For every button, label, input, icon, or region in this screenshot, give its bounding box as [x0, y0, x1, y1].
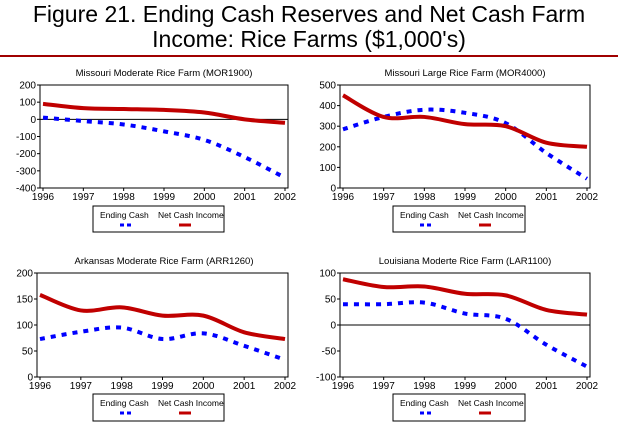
x-tick-label: 2001: [535, 381, 558, 392]
legend-label-ending-cash: Ending Cash: [400, 210, 449, 220]
x-tick-label: 2002: [576, 192, 599, 203]
y-tick-label: -200: [16, 149, 36, 160]
plot-area: [339, 84, 591, 189]
y-tick-label: 0: [30, 115, 36, 126]
x-tick-label: 2002: [576, 381, 599, 392]
x-tick-label: 1997: [70, 381, 93, 392]
chart-title: Missouri Large Rice Farm (MOR4000): [384, 68, 545, 79]
y-tick-label: 50: [325, 295, 337, 306]
x-tick-label: 1999: [153, 192, 176, 203]
legend-label-ending-cash: Ending Cash: [100, 398, 149, 408]
legend-box: [392, 205, 526, 233]
x-tick-label: 1997: [373, 381, 396, 392]
x-tick-label: 1997: [373, 192, 396, 203]
y-tick-label: 50: [22, 347, 34, 358]
legend-box: [92, 205, 225, 233]
y-tick-label: 400: [319, 101, 336, 112]
ending-cash-line: [42, 115, 286, 180]
x-tick-label: 2001: [535, 192, 558, 203]
y-tick-label: -100: [316, 373, 336, 384]
x-tick-label: 2000: [192, 381, 215, 392]
y-tick-label: 100: [16, 321, 33, 332]
x-tick-label: 2000: [495, 381, 518, 392]
x-tick-label: 1996: [32, 192, 55, 203]
x-tick-label: 2000: [193, 192, 216, 203]
legend: Ending Cash Net Cash Income: [92, 205, 225, 233]
chart-1: Missouri Moderate Rice Farm (MOR1900) -40…: [16, 68, 297, 233]
y-tick-label: 150: [16, 295, 33, 306]
x-tick-label: 2001: [234, 192, 257, 203]
legend-label-ending-cash: Ending Cash: [400, 398, 449, 408]
x-tick-label: 1996: [29, 381, 52, 392]
x-tick-label: 1998: [111, 381, 134, 392]
x-tick-label: 1998: [413, 381, 436, 392]
legend-label-net-cash-income: Net Cash Income: [458, 398, 524, 408]
chart-3: Arkansas Moderate Rice Farm (ARR1260) 0 50…: [16, 256, 297, 422]
chart-2: Missouri Large Rice Farm (MOR4000) 0 100 20…: [319, 68, 599, 233]
plot-area: [39, 84, 289, 189]
chart-title: Missouri Moderate Rice Farm (MOR1900): [76, 68, 253, 79]
y-tick-label: 200: [16, 269, 33, 280]
y-tick-label: 500: [319, 81, 336, 92]
net-cash-income-line: [342, 93, 588, 149]
y-tick-label: 0: [330, 184, 336, 195]
legend-label-net-cash-income: Net Cash Income: [158, 398, 224, 408]
legend-label-ending-cash: Ending Cash: [100, 210, 149, 220]
x-tick-label: 1999: [151, 381, 174, 392]
x-tick-label: 1996: [332, 192, 355, 203]
chart-4: Louisiana Moderte Rice Farm (LAR1100) -10…: [316, 256, 599, 422]
y-tick-label: 100: [319, 163, 336, 174]
legend: Ending Cash Net Cash Income: [392, 393, 526, 422]
chart-title: Louisiana Moderte Rice Farm (LAR1100): [379, 256, 551, 267]
x-tick-label: 2001: [233, 381, 256, 392]
x-tick-label: 1996: [332, 381, 355, 392]
x-tick-label: 2002: [274, 192, 297, 203]
figure-title: Figure 21. Ending Cash Reserves and Net …: [0, 2, 618, 52]
net-cash-income-line: [342, 277, 588, 317]
y-tick-label: 0: [27, 373, 33, 384]
y-tick-label: -400: [16, 184, 36, 195]
figure-title-line-1: Figure 21. Ending Cash Reserves and Net …: [32, 1, 586, 27]
figure-title-line-2: Income: Rice Farms ($1,000's): [152, 26, 466, 52]
y-tick-label: 300: [319, 122, 336, 133]
legend-label-net-cash-income: Net Cash Income: [458, 210, 524, 220]
x-tick-label: 1997: [72, 192, 95, 203]
x-tick-label: 2000: [495, 192, 518, 203]
chart-title: Arkansas Moderate Rice Farm (ARR1260): [75, 256, 254, 267]
legend: Ending Cash Net Cash Income: [92, 393, 225, 422]
y-tick-label: 100: [319, 269, 336, 280]
plot-area: [36, 272, 289, 378]
legend-box: [92, 393, 225, 422]
title-divider: [0, 55, 618, 57]
y-tick-label: 200: [19, 81, 36, 92]
x-tick-label: 1999: [454, 381, 477, 392]
x-tick-label: 1998: [113, 192, 136, 203]
y-tick-label: -100: [16, 132, 36, 143]
legend: Ending Cash Net Cash Income: [392, 205, 526, 233]
legend-box: [392, 393, 526, 422]
y-tick-label: -50: [322, 347, 337, 358]
y-tick-label: -300: [16, 166, 36, 177]
x-tick-label: 2002: [274, 381, 297, 392]
x-tick-label: 1998: [413, 192, 436, 203]
legend-label-net-cash-income: Net Cash Income: [158, 210, 224, 220]
y-tick-label: 0: [330, 321, 336, 332]
y-tick-label: 200: [319, 142, 336, 153]
y-tick-label: 100: [19, 98, 36, 109]
x-tick-label: 1999: [454, 192, 477, 203]
